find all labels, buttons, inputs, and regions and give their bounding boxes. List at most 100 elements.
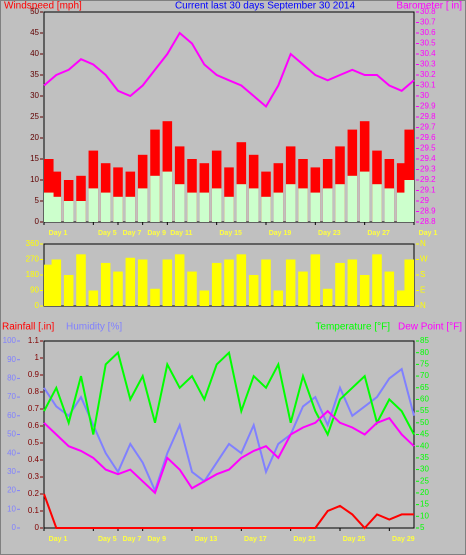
tick-label: 35 [420,453,429,462]
bar [273,290,284,306]
bar [404,259,414,306]
bar [298,188,308,222]
x-tick-label: Day 25 [343,536,366,543]
x-tick-label: Day 11 [170,230,192,237]
bar [187,159,197,222]
bar [372,254,382,306]
tick-label: 30.3 [420,60,436,69]
tick-label: 85 [420,336,429,345]
bar [162,259,173,306]
tick-label: 60 [420,395,429,404]
bar [248,188,259,222]
bar [76,254,86,306]
x-tick-label: Day 1 [49,230,68,237]
bar [88,150,99,222]
tick-label: 75 [420,359,429,368]
line [43,31,415,109]
bar [396,290,407,306]
y2-axis-label: Temperature [°F] [315,322,390,333]
bar [174,254,185,306]
bar [211,262,222,306]
bar [384,188,395,222]
tick-label: N [420,239,426,248]
bar [285,259,296,306]
bar [44,264,54,306]
bar [211,188,222,222]
tick-label: 29.7 [420,123,436,132]
bar [162,171,173,222]
tick-label: 29.6 [420,133,436,142]
tick-label: 10 [7,504,16,513]
tick-label: 45 [30,28,39,37]
bar [285,184,296,222]
x-tick-label: Day 5 [98,536,117,543]
bar [347,175,358,222]
tick-label: 55 [420,406,429,415]
tick-label: 0 [12,523,17,532]
x-tick-label: Day 7 [123,536,142,543]
y2-axis-label: Barometer [ in] [396,1,462,12]
tick-label: 1.1 [28,336,40,345]
bar [44,192,54,222]
tick-label: 80 [420,348,429,357]
bar [273,192,284,222]
bar [248,275,259,306]
bar [76,175,86,222]
chart-title: Current last 30 days September 30 2014 [175,1,356,12]
tick-label: 29 [420,196,429,205]
tick-label: 30.4 [420,49,436,58]
tick-label: 0.6 [28,421,40,430]
tick-label: 270 [26,255,40,264]
tick-label: 90 [30,286,39,295]
tick-label: 20 [7,486,16,495]
tick-label: 30.7 [420,18,436,27]
bar [261,196,271,222]
tick-label: 29.9 [420,102,436,111]
tick-label: 360 [26,239,40,248]
x-tick-label: Day 15 [219,230,242,237]
bar [396,192,407,222]
x-tick-label: Day 17 [244,536,267,543]
tick-label: N [420,301,426,310]
plot-area [43,340,415,529]
tick-label: 35 [30,70,39,79]
x-tick-label: Day 19 [269,230,292,237]
x-tick-label: Day 23 [318,230,341,237]
bar [335,262,345,306]
tick-label: 25 [30,112,39,121]
x-tick-label: Day 21 [293,536,316,543]
x-tick-label: Day 7 [123,230,142,237]
x-tick-label: Day 9 [147,230,166,237]
bar [137,259,148,306]
bar [335,184,345,222]
bar [113,271,123,306]
tick-label: E [420,286,425,295]
tick-label: 28.8 [420,217,436,226]
tick-label: 29.4 [420,154,436,163]
bar [359,171,370,222]
bar [51,259,62,306]
bar [100,262,111,306]
x-tick-label: Day 9 [147,536,166,543]
tick-label: 30.1 [420,81,436,90]
line [43,409,415,495]
x-tick-label: Day 5 [98,230,117,237]
tick-label: 15 [420,500,429,509]
tick-label: 80 [7,374,16,383]
line [43,493,414,530]
tick-label: 15 [30,154,39,163]
tick-label: 30.8 [420,7,436,16]
bar [150,288,160,306]
y3-axis-label: Humidity [%] [66,322,122,333]
tick-label: 29.1 [420,186,436,195]
tick-label: 0.4 [28,455,40,464]
bar [224,259,234,306]
tick-label: 40 [420,441,429,450]
tick-label: 20 [30,133,39,142]
x-tick-label: Day 1 [49,536,68,543]
bar [137,188,148,222]
tick-label: 0 [35,301,40,310]
tick-label: 65 [420,383,429,392]
line [43,350,415,437]
bar [76,201,86,222]
